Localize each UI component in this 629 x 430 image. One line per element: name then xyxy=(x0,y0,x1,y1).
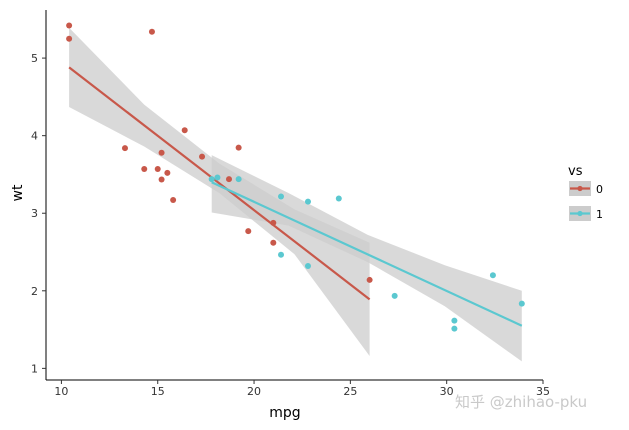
point-0-5 xyxy=(154,166,161,173)
point-1-10 xyxy=(451,325,458,332)
y-tick-label-5: 5 xyxy=(31,52,38,65)
point-1-11 xyxy=(489,272,496,279)
point-0-11 xyxy=(199,153,206,160)
legend: vs 0 1 xyxy=(568,164,603,221)
x-tick-label-35: 35 xyxy=(536,385,550,398)
x-tick-label-15: 15 xyxy=(151,385,165,398)
y-tick-label-1: 1 xyxy=(31,362,38,375)
y-tick-label-2: 2 xyxy=(31,285,38,298)
point-1-0 xyxy=(214,174,221,181)
point-0-1 xyxy=(66,35,73,42)
point-0-14 xyxy=(245,228,252,235)
regression-lines xyxy=(68,66,523,327)
legend-label-1: 1 xyxy=(596,208,603,221)
ci-ribbon-1 xyxy=(211,155,522,362)
point-0-13 xyxy=(235,144,242,151)
point-0-10 xyxy=(181,127,188,134)
data-points xyxy=(66,22,525,332)
point-0-16 xyxy=(270,239,277,246)
point-1-7 xyxy=(304,262,311,269)
x-tick-label-20: 20 xyxy=(247,385,261,398)
point-0-0 xyxy=(66,22,73,29)
point-0-4 xyxy=(141,166,148,173)
point-0-3 xyxy=(121,145,128,152)
watermark: 知乎 @zhihao-pku xyxy=(455,393,587,411)
point-0-9 xyxy=(170,197,177,204)
x-tick-label-30: 30 xyxy=(440,385,454,398)
legend-key-0 xyxy=(569,181,591,196)
point-0-15 xyxy=(270,219,277,226)
legend-title: vs xyxy=(568,164,583,179)
point-1-2 xyxy=(235,176,242,183)
fit-line-0 xyxy=(68,66,371,301)
axes: 10 15 20 25 30 35 1 2 3 4 5 xyxy=(31,10,550,398)
y-tick-label-4: 4 xyxy=(31,130,38,143)
point-0-12 xyxy=(226,176,233,183)
point-0-6 xyxy=(158,149,165,156)
y-tick-label-3: 3 xyxy=(31,207,38,220)
x-ticks: 10 15 20 25 30 35 xyxy=(54,380,550,398)
point-0-2 xyxy=(148,28,155,35)
y-ticks: 1 2 3 4 5 xyxy=(31,52,46,375)
point-1-1 xyxy=(208,176,215,183)
x-axis-title: mpg xyxy=(269,405,300,421)
point-1-5 xyxy=(335,195,342,202)
point-1-12 xyxy=(518,300,525,307)
confidence-ribbons xyxy=(69,27,522,362)
fit-line-1 xyxy=(211,181,523,327)
point-1-9 xyxy=(451,317,458,324)
point-0-8 xyxy=(164,169,171,176)
point-0-7 xyxy=(158,176,165,183)
x-tick-label-25: 25 xyxy=(343,385,357,398)
legend-key-1 xyxy=(569,206,591,221)
point-1-6 xyxy=(278,251,285,258)
legend-label-0: 0 xyxy=(596,183,603,196)
y-axis-title: wt xyxy=(10,184,26,201)
point-1-8 xyxy=(391,292,398,299)
point-1-4 xyxy=(304,198,311,205)
point-0-17 xyxy=(366,276,373,283)
point-1-3 xyxy=(278,193,285,200)
x-tick-label-10: 10 xyxy=(54,385,68,398)
